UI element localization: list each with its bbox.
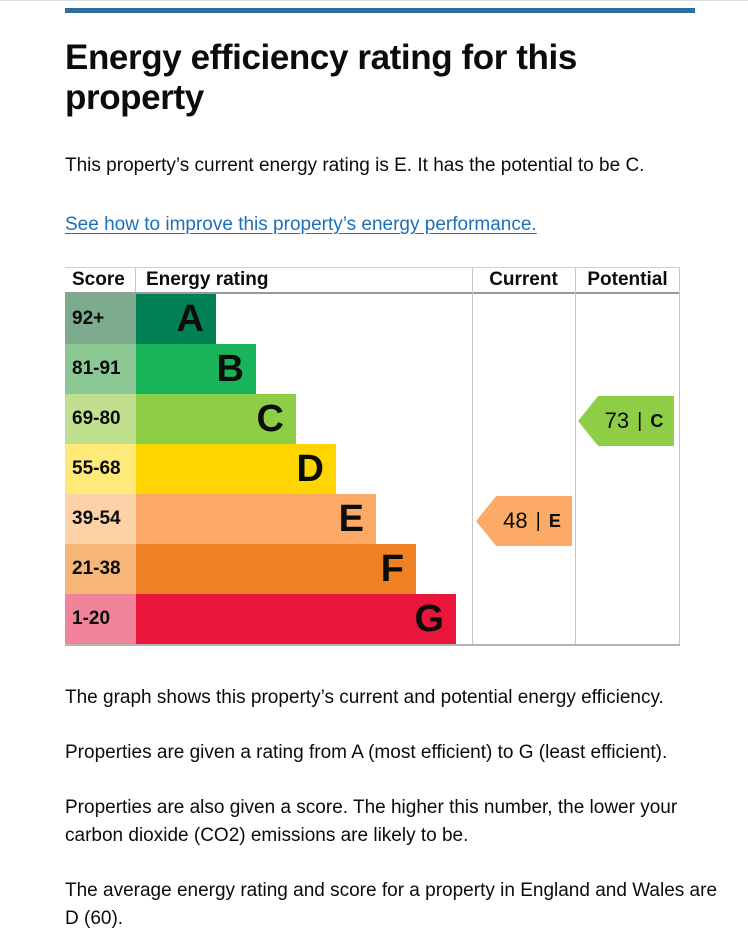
band-bar-e: E xyxy=(136,494,376,544)
potential-band-letter: C xyxy=(650,410,664,431)
intro-text: This property’s current energy rating is… xyxy=(65,155,645,176)
band-bar-c: C xyxy=(136,394,296,444)
page-title-line2: property xyxy=(65,78,204,117)
potential-column-divider xyxy=(575,268,576,644)
page-top-hairline xyxy=(0,0,748,1)
score-range-label-a: 92+ xyxy=(65,294,136,344)
current-band-letter: E xyxy=(548,510,561,531)
score-range-label-g: 1-20 xyxy=(65,594,136,644)
content-container: Energy efficiency rating for this proper… xyxy=(0,8,748,933)
potential-separator: | xyxy=(637,409,643,432)
epc-band-row-c: 69-80 C xyxy=(65,394,680,444)
epc-band-row-b: 81-91 B xyxy=(65,344,680,394)
current-column-header: Current xyxy=(489,269,558,290)
info-paragraph: The graph shows this property’s current … xyxy=(65,684,698,712)
chart-explanation-paragraphs: The graph shows this property’s current … xyxy=(65,684,718,933)
info-paragraph-line: D (60). xyxy=(65,908,124,929)
info-paragraph-line: Properties are also given a score. The h… xyxy=(65,797,678,818)
info-paragraph: Properties are given a rating from A (mo… xyxy=(65,739,698,767)
epc-band-row-a: 92+ A xyxy=(65,294,680,344)
current-score-value: 48 xyxy=(503,508,528,533)
page-title: Energy efficiency rating for this proper… xyxy=(65,38,698,118)
energy-rating-column-header: Energy rating xyxy=(146,269,269,290)
score-column-header: Score xyxy=(65,268,136,292)
info-paragraph: The average energy rating and score for … xyxy=(65,877,718,933)
epc-chart-header-row: Score Energy rating Current Potential xyxy=(65,268,680,294)
epc-band-row-f: 21-38 F xyxy=(65,544,680,594)
potential-rating-arrow: 73 | C xyxy=(578,396,674,446)
potential-score-value: 73 xyxy=(604,408,630,433)
score-range-label-b: 81-91 xyxy=(65,344,136,394)
score-range-label-c: 69-80 xyxy=(65,394,136,444)
epc-band-row-d: 55-68 D xyxy=(65,444,680,494)
epc-rating-chart: Score Energy rating Current Potential 92… xyxy=(65,267,680,646)
epc-band-rows: 92+ A 81-91 B 69-80 C 55-68 D 39-54 E 21-38 F 1-20 G xyxy=(65,294,680,644)
band-bar-b: B xyxy=(136,344,256,394)
band-bar-g: G xyxy=(136,594,456,644)
chart-right-border xyxy=(679,268,680,644)
score-range-label-f: 21-38 xyxy=(65,544,136,594)
current-column-divider xyxy=(472,268,473,644)
improve-performance-link[interactable]: See how to improve this property’s energ… xyxy=(65,214,537,235)
potential-column-header: Potential xyxy=(587,269,668,290)
info-paragraph-line: Properties are given a rating from A (mo… xyxy=(65,742,668,763)
current-rating-arrow: 48 | E xyxy=(476,496,572,546)
score-range-label-e: 39-54 xyxy=(65,494,136,544)
epc-band-row-e: 39-54 E xyxy=(65,494,680,544)
epc-band-row-g: 1-20 G xyxy=(65,594,680,644)
band-bar-f: F xyxy=(136,544,416,594)
info-paragraph: Properties are also given a score. The h… xyxy=(65,794,698,850)
band-bar-a: A xyxy=(136,294,216,344)
section-accent-bar xyxy=(65,8,695,13)
info-paragraph-line: The graph shows this property’s current … xyxy=(65,687,664,708)
band-bar-d: D xyxy=(136,444,336,494)
page-title-line1: Energy efficiency rating for this xyxy=(65,38,577,77)
score-range-label-d: 55-68 xyxy=(65,444,136,494)
current-separator: | xyxy=(535,509,541,532)
info-paragraph-line: The average energy rating and score for … xyxy=(65,880,718,901)
info-paragraph-line: carbon dioxide (CO2) emissions are likel… xyxy=(65,825,469,846)
